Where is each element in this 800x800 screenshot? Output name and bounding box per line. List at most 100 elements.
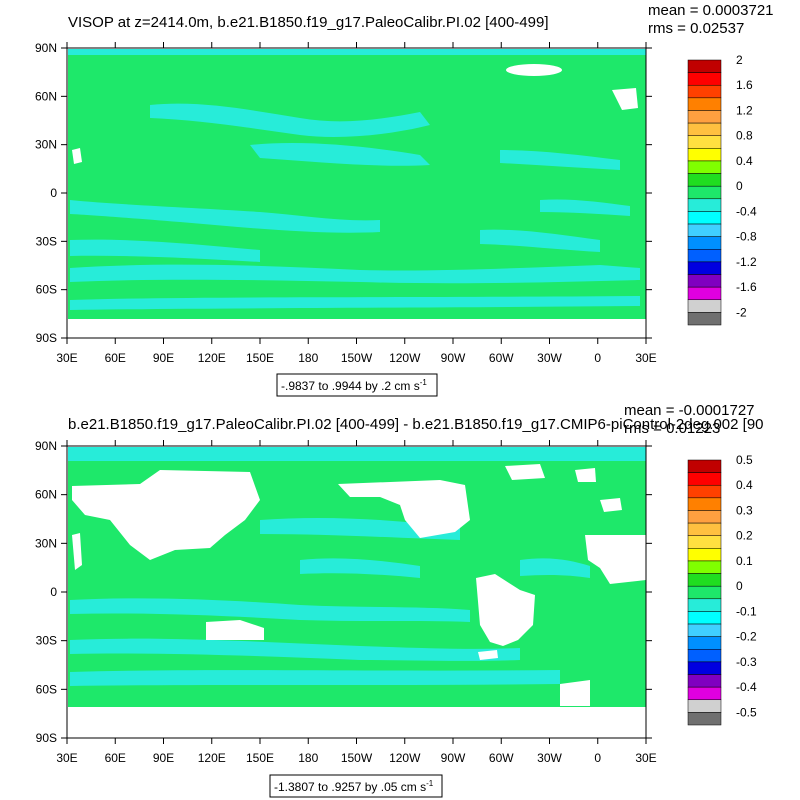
- y-tick-label: 30N: [35, 536, 57, 550]
- colorbar-swatch: [687, 661, 722, 675]
- panel-1-y-ticks: 90N 60N 30N 0 30S 60S 90S: [35, 41, 652, 345]
- x-tick-label: 30E: [56, 351, 77, 365]
- colorbar-swatch: [687, 573, 722, 587]
- colorbar-swatch: [687, 160, 722, 174]
- y-tick-label: 30S: [36, 234, 57, 248]
- colorbar-label: 0.5: [736, 453, 753, 467]
- colorbar-swatch: [687, 611, 722, 625]
- panel-2-missing-regions: [72, 464, 646, 706]
- x-tick-label: 90W: [441, 351, 466, 365]
- colorbar-label: 2: [736, 53, 743, 67]
- colorbar-swatch: [687, 286, 722, 301]
- panel-2-rms: rms = 0.01223: [624, 420, 720, 437]
- x-tick-label: 120W: [389, 351, 421, 365]
- x-tick-label: 0: [594, 351, 601, 365]
- panel-1-title: VISOP at z=2414.0m, b.e21.B1850.f19_g17.…: [68, 14, 548, 31]
- y-tick-label: 0: [50, 585, 57, 599]
- x-tick-label: 0: [594, 751, 601, 765]
- colorbar-label: 0.3: [736, 503, 753, 517]
- colorbar-swatch: [687, 173, 722, 187]
- panel-2-mean: mean = -0.0001727: [624, 402, 755, 419]
- x-tick-label: 180: [298, 751, 318, 765]
- x-tick-label: 120E: [198, 751, 226, 765]
- colorbar-label: 1.2: [736, 103, 753, 117]
- colorbar-swatch: [687, 598, 722, 612]
- panel-1-range-label: -.9837 to .9944 by .2 cm s-1: [281, 378, 427, 393]
- x-tick-label: 150W: [341, 751, 373, 765]
- colorbar-label: 0.1: [736, 554, 753, 568]
- colorbar-swatch: [687, 522, 722, 536]
- colorbar-label: -2: [736, 305, 747, 319]
- colorbar-label: 0.4: [736, 154, 753, 168]
- colorbar-swatch: [687, 699, 722, 713]
- colorbar-swatch: [687, 236, 722, 250]
- y-tick-label: 30S: [36, 634, 57, 648]
- colorbar-swatch: [687, 312, 722, 326]
- panel-1-missing-regions: [72, 64, 638, 164]
- x-tick-label: 150W: [341, 351, 373, 365]
- y-tick-label: 90N: [35, 439, 57, 453]
- colorbar-swatch: [687, 459, 722, 473]
- panel-1-arctic-strip: [68, 49, 646, 55]
- colorbar-label: -0.5: [736, 705, 757, 719]
- panel-2-negative-regions: [70, 517, 590, 686]
- x-tick-label: 60W: [489, 351, 514, 365]
- x-tick-label: 30E: [56, 751, 77, 765]
- colorbar-label: -0.4: [736, 680, 757, 694]
- panel-1: VISOP at z=2414.0m, b.e21.B1850.f19_g17.…: [35, 2, 774, 397]
- panel-2-map: [68, 447, 646, 738]
- x-tick-label: 90E: [153, 751, 174, 765]
- x-tick-label: 150E: [246, 751, 274, 765]
- panel-2-range-label: -1.3807 to .9257 by .05 cm s-1: [274, 779, 434, 794]
- colorbar-swatch: [687, 472, 722, 486]
- x-tick-label: 120E: [198, 351, 226, 365]
- colorbar-swatch: [687, 135, 722, 149]
- colorbar-label: -0.4: [736, 204, 757, 218]
- x-tick-label: 120W: [389, 751, 421, 765]
- colorbar-swatch: [687, 110, 722, 124]
- panel-1-range-box: [276, 373, 438, 397]
- x-tick-label: 90W: [441, 751, 466, 765]
- colorbar-swatch: [687, 223, 722, 237]
- colorbar-label: -0.1: [736, 604, 757, 618]
- panel-1-x-ticks: 30E 60E 90E 120E 150E 180 150W 120W 90W 60W 30W 0 30…: [56, 42, 657, 365]
- colorbar-swatch: [687, 185, 722, 200]
- y-tick-label: 0: [50, 186, 57, 200]
- colorbar-swatch: [687, 148, 722, 162]
- x-tick-label: 30W: [537, 351, 562, 365]
- colorbar-swatch: [687, 299, 722, 313]
- y-tick-label: 30N: [35, 138, 57, 152]
- colorbar-swatch: [687, 261, 722, 275]
- panel-2-antarctica: [68, 707, 646, 738]
- colorbar-swatch: [687, 97, 722, 111]
- colorbar-swatch: [687, 72, 722, 86]
- colorbar-swatch: [687, 636, 722, 650]
- panel-1-map: [68, 49, 646, 338]
- colorbar-label: -0.3: [736, 655, 757, 669]
- colorbar-swatch: [687, 198, 722, 212]
- colorbar-swatch: [687, 497, 722, 511]
- y-tick-label: 60N: [35, 488, 57, 502]
- colorbar-swatch: [687, 535, 722, 549]
- panel-2-arctic-strip: [68, 447, 646, 461]
- colorbar-label: 1.6: [736, 78, 753, 92]
- x-tick-label: 90E: [153, 351, 174, 365]
- colorbar-swatch: [687, 84, 722, 99]
- colorbar-swatch: [687, 686, 722, 701]
- x-tick-label: 60E: [105, 351, 126, 365]
- colorbar-swatch: [687, 510, 722, 524]
- y-tick-label: 60S: [36, 283, 57, 297]
- colorbar-label: 0.2: [736, 529, 753, 543]
- panel-1-antarctica: [68, 319, 646, 338]
- x-tick-label: 30E: [635, 751, 656, 765]
- panel-1-mean: mean = 0.0003721: [648, 2, 774, 19]
- colorbar-swatch: [687, 59, 722, 73]
- colorbar-swatch: [687, 249, 722, 263]
- x-tick-label: 150E: [246, 351, 274, 365]
- panel-2: b.e21.B1850.f19_g17.PaleoCalibr.PI.02 [4…: [35, 402, 764, 798]
- panel-2-title: b.e21.B1850.f19_g17.PaleoCalibr.PI.02 [4…: [68, 416, 764, 433]
- y-tick-label: 60S: [36, 682, 57, 696]
- panel-1-rms: rms = 0.02537: [648, 20, 744, 37]
- colorbar-label: -0.2: [736, 630, 757, 644]
- y-tick-label: 90N: [35, 41, 57, 55]
